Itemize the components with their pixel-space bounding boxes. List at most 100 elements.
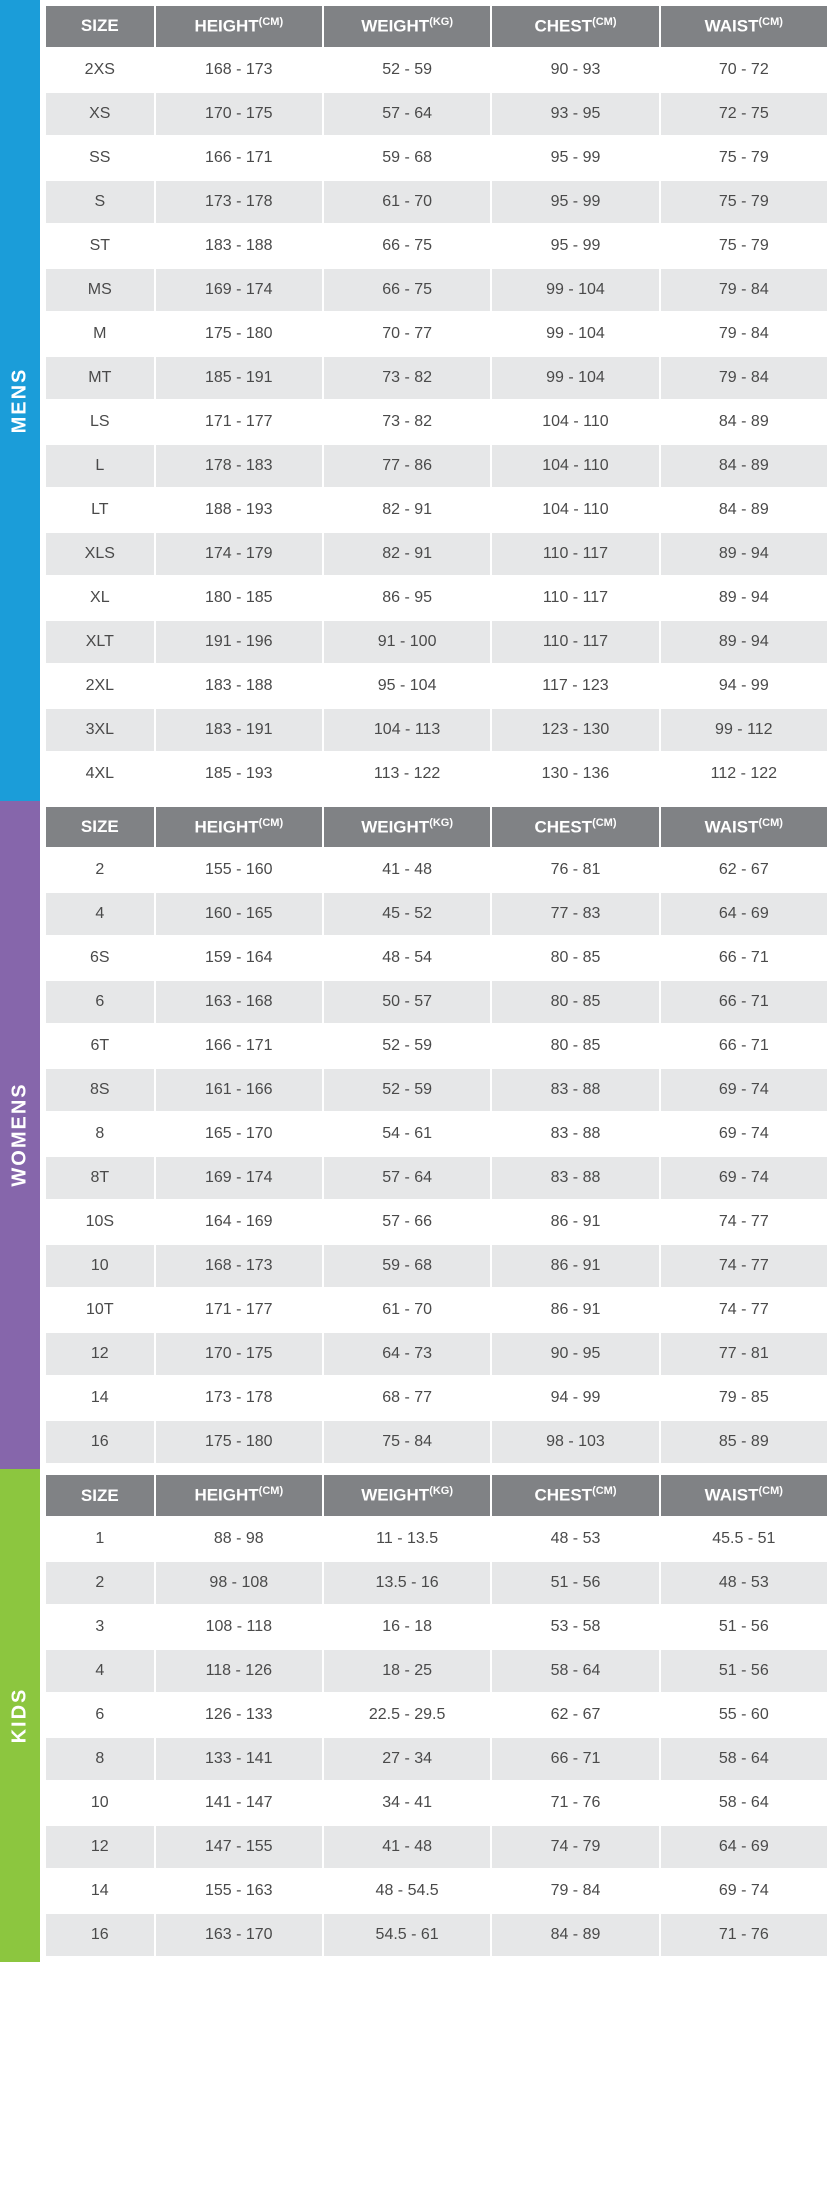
table-cell: 6 bbox=[45, 1693, 155, 1737]
table-cell: 86 - 91 bbox=[491, 1200, 659, 1244]
table-cell: 74 - 77 bbox=[660, 1244, 828, 1288]
table-row: 10141 - 14734 - 4171 - 7658 - 64 bbox=[45, 1781, 828, 1825]
table-cell: 64 - 69 bbox=[660, 892, 828, 936]
table-cell: 118 - 126 bbox=[155, 1649, 323, 1693]
table-cell: 99 - 104 bbox=[491, 268, 659, 312]
table-cell: 147 - 155 bbox=[155, 1825, 323, 1869]
table-cell: 64 - 69 bbox=[660, 1825, 828, 1869]
table-cell: 112 - 122 bbox=[660, 752, 828, 796]
table-cell: 99 - 112 bbox=[660, 708, 828, 752]
table-cell: 170 - 175 bbox=[155, 92, 323, 136]
table-cell: 104 - 110 bbox=[491, 488, 659, 532]
table-cell: 70 - 77 bbox=[323, 312, 491, 356]
col-header-chest: CHEST(CM) bbox=[491, 806, 659, 849]
table-cell: 75 - 79 bbox=[660, 136, 828, 180]
table-cell: 89 - 94 bbox=[660, 576, 828, 620]
table-cell: 79 - 85 bbox=[660, 1376, 828, 1420]
table-cell: 110 - 117 bbox=[491, 620, 659, 664]
col-header-waist: WAIST(CM) bbox=[660, 806, 828, 849]
table-cell: 74 - 77 bbox=[660, 1288, 828, 1332]
table-row: 8S161 - 16652 - 5983 - 8869 - 74 bbox=[45, 1068, 828, 1112]
table-row: 16163 - 17054.5 - 6184 - 8971 - 76 bbox=[45, 1913, 828, 1957]
table-cell: 8 bbox=[45, 1737, 155, 1781]
col-header-unit: (CM) bbox=[259, 817, 283, 829]
table-cell: 164 - 169 bbox=[155, 1200, 323, 1244]
table-cell: 68 - 77 bbox=[323, 1376, 491, 1420]
table-cell: ST bbox=[45, 224, 155, 268]
table-cell: 6T bbox=[45, 1024, 155, 1068]
table-wrap-womens: SIZEHEIGHT(CM)WEIGHT(KG)CHEST(CM)WAIST(C… bbox=[40, 801, 833, 1470]
table-cell: 16 bbox=[45, 1913, 155, 1957]
table-row: XS170 - 17557 - 6493 - 9572 - 75 bbox=[45, 92, 828, 136]
col-header-unit: (CM) bbox=[259, 1485, 283, 1497]
table-cell: 173 - 178 bbox=[155, 180, 323, 224]
table-cell: 71 - 76 bbox=[491, 1781, 659, 1825]
col-header-unit: (CM) bbox=[592, 16, 616, 28]
table-cell: 16 bbox=[45, 1420, 155, 1464]
table-cell: LS bbox=[45, 400, 155, 444]
table-cell: 83 - 88 bbox=[491, 1068, 659, 1112]
table-cell: 117 - 123 bbox=[491, 664, 659, 708]
table-cell: 79 - 84 bbox=[491, 1869, 659, 1913]
table-header-row: SIZEHEIGHT(CM)WEIGHT(KG)CHEST(CM)WAIST(C… bbox=[45, 5, 828, 48]
table-cell: 99 - 104 bbox=[491, 356, 659, 400]
table-header-row: SIZEHEIGHT(CM)WEIGHT(KG)CHEST(CM)WAIST(C… bbox=[45, 1474, 828, 1517]
table-row: 298 - 10813.5 - 1651 - 5648 - 53 bbox=[45, 1561, 828, 1605]
table-row: 8133 - 14127 - 3466 - 7158 - 64 bbox=[45, 1737, 828, 1781]
table-cell: 98 - 108 bbox=[155, 1561, 323, 1605]
table-cell: S bbox=[45, 180, 155, 224]
table-cell: 94 - 99 bbox=[660, 664, 828, 708]
table-row: 14155 - 16348 - 54.579 - 8469 - 74 bbox=[45, 1869, 828, 1913]
table-row: MS169 - 17466 - 7599 - 10479 - 84 bbox=[45, 268, 828, 312]
table-cell: 54 - 61 bbox=[323, 1112, 491, 1156]
col-header-height: HEIGHT(CM) bbox=[155, 5, 323, 48]
table-cell: 185 - 193 bbox=[155, 752, 323, 796]
table-cell: 108 - 118 bbox=[155, 1605, 323, 1649]
table-row: 10T171 - 17761 - 7086 - 9174 - 77 bbox=[45, 1288, 828, 1332]
table-row: ST183 - 18866 - 7595 - 9975 - 79 bbox=[45, 224, 828, 268]
table-cell: 183 - 188 bbox=[155, 224, 323, 268]
table-cell: 86 - 91 bbox=[491, 1288, 659, 1332]
table-cell: 62 - 67 bbox=[660, 848, 828, 892]
table-cell: 52 - 59 bbox=[323, 1024, 491, 1068]
table-row: XLT191 - 19691 - 100110 - 11789 - 94 bbox=[45, 620, 828, 664]
col-header-unit: (CM) bbox=[259, 16, 283, 28]
section-label-text: MENS bbox=[9, 367, 32, 433]
table-cell: 93 - 95 bbox=[491, 92, 659, 136]
table-cell: 58 - 64 bbox=[491, 1649, 659, 1693]
col-header-waist: WAIST(CM) bbox=[660, 5, 828, 48]
table-row: 16175 - 18075 - 8498 - 10385 - 89 bbox=[45, 1420, 828, 1464]
table-cell: XL bbox=[45, 576, 155, 620]
table-cell: 2 bbox=[45, 1561, 155, 1605]
col-header-weight: WEIGHT(KG) bbox=[323, 5, 491, 48]
table-cell: 191 - 196 bbox=[155, 620, 323, 664]
table-cell: 141 - 147 bbox=[155, 1781, 323, 1825]
table-cell: 66 - 71 bbox=[660, 980, 828, 1024]
table-row: 2XS168 - 17352 - 5990 - 9370 - 72 bbox=[45, 48, 828, 92]
table-cell: 48 - 54 bbox=[323, 936, 491, 980]
table-cell: 155 - 160 bbox=[155, 848, 323, 892]
table-row: 8165 - 17054 - 6183 - 8869 - 74 bbox=[45, 1112, 828, 1156]
table-cell: 13.5 - 16 bbox=[323, 1561, 491, 1605]
table-cell: 71 - 76 bbox=[660, 1913, 828, 1957]
col-header-unit: (CM) bbox=[759, 817, 783, 829]
table-cell: 6 bbox=[45, 980, 155, 1024]
table-cell: 168 - 173 bbox=[155, 48, 323, 92]
table-cell: 80 - 85 bbox=[491, 1024, 659, 1068]
section-label-text: KIDS bbox=[9, 1688, 32, 1744]
table-cell: 79 - 84 bbox=[660, 356, 828, 400]
table-cell: 75 - 79 bbox=[660, 180, 828, 224]
table-cell: L bbox=[45, 444, 155, 488]
table-cell: 86 - 91 bbox=[491, 1244, 659, 1288]
table-cell: 8S bbox=[45, 1068, 155, 1112]
table-cell: 18 - 25 bbox=[323, 1649, 491, 1693]
table-row: 2XL183 - 18895 - 104117 - 12394 - 99 bbox=[45, 664, 828, 708]
table-cell: 48 - 54.5 bbox=[323, 1869, 491, 1913]
table-cell: 61 - 70 bbox=[323, 180, 491, 224]
table-cell: 85 - 89 bbox=[660, 1420, 828, 1464]
table-cell: XLS bbox=[45, 532, 155, 576]
table-cell: 88 - 98 bbox=[155, 1517, 323, 1561]
table-cell: 95 - 99 bbox=[491, 136, 659, 180]
table-cell: 66 - 71 bbox=[491, 1737, 659, 1781]
table-cell: 86 - 95 bbox=[323, 576, 491, 620]
